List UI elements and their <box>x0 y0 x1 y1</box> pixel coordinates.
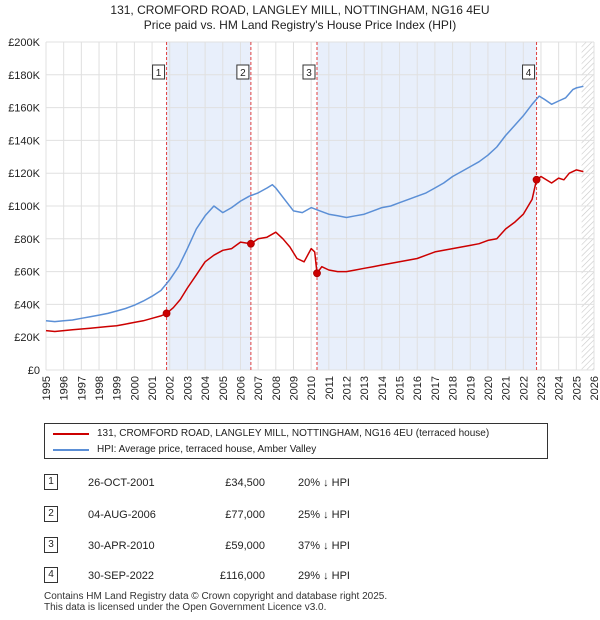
x-tick-label: 1999 <box>112 376 124 400</box>
x-tick-label: 1998 <box>94 376 106 400</box>
row-date: 26-OCT-2001 <box>88 477 155 489</box>
x-tick-label: 2006 <box>235 376 247 400</box>
footer-copyright: Contains HM Land Registry data © Crown c… <box>44 591 388 602</box>
y-tick-label: £120K <box>8 168 40 180</box>
y-tick-label: £160K <box>8 103 40 115</box>
sale-marker-box <box>522 64 536 80</box>
y-tick-label: £140K <box>8 135 40 147</box>
x-tick-label: 2026 <box>589 376 600 400</box>
row-number-badge: 3 <box>44 537 58 553</box>
x-tick-label: 2011 <box>324 376 336 400</box>
x-tick-label: 2007 <box>253 376 265 400</box>
x-tick-label: 2013 <box>359 376 371 400</box>
row-number-badge: 1 <box>44 474 58 490</box>
x-tick-label: 2001 <box>147 376 159 400</box>
table-row: 4 30-SEP-2022 £116,000 29% ↓ HPI <box>0 567 600 583</box>
y-tick-label: £80K <box>14 234 40 246</box>
x-tick-label: 2014 <box>377 376 389 400</box>
sale-point <box>246 239 255 248</box>
legend-label-property: 131, CROMFORD ROAD, LANGLEY MILL, NOTTIN… <box>97 428 490 439</box>
x-tick-label: 2021 <box>501 376 513 400</box>
y-tick-label: £200K <box>8 37 40 49</box>
table-row: 3 30-APR-2010 £59,000 37% ↓ HPI <box>0 537 600 553</box>
x-tick-label: 1996 <box>59 376 71 400</box>
x-tick-label: 2004 <box>200 376 212 400</box>
row-hpi: 25% ↓ HPI <box>298 509 350 521</box>
legend-swatch-property <box>53 433 89 435</box>
row-date: 30-APR-2010 <box>88 540 155 552</box>
x-tick-label: 1995 <box>41 376 53 400</box>
row-price: £116,000 <box>219 570 265 582</box>
x-tick-label: 2008 <box>271 376 283 400</box>
row-date: 30-SEP-2022 <box>88 570 155 582</box>
y-tick-label: £40K <box>14 299 40 311</box>
x-tick-label: 2022 <box>518 376 530 400</box>
x-tick-label: 2010 <box>306 376 318 400</box>
table-row: 2 04-AUG-2006 £77,000 25% ↓ HPI <box>0 506 600 522</box>
row-hpi: 29% ↓ HPI <box>298 570 350 582</box>
legend-item-hpi: HPI: Average price, terraced house, Ambe… <box>53 443 316 457</box>
x-tick-label: 2003 <box>182 376 194 400</box>
sale-marker-label: 1 <box>156 68 162 79</box>
y-tick-label: £180K <box>8 70 40 82</box>
sale-point <box>162 309 171 318</box>
y-tick-label: £100K <box>8 201 40 213</box>
row-price: £34,500 <box>225 477 265 489</box>
x-tick-label: 2025 <box>571 376 583 400</box>
row-price: £77,000 <box>225 509 265 521</box>
sale-marker-box <box>302 64 316 80</box>
legend: 131, CROMFORD ROAD, LANGLEY MILL, NOTTIN… <box>44 423 548 459</box>
hpi-line <box>45 85 584 323</box>
chart-title: 131, CROMFORD ROAD, LANGLEY MILL, NOTTIN… <box>110 3 490 17</box>
y-tick-label: £60K <box>14 267 40 279</box>
price-chart: 1 2 3 4 £0 £20K £40K £60K £80K £100K £120K £140K £1… <box>8 37 600 400</box>
row-number-badge: 4 <box>44 567 58 583</box>
x-tick-label: 2024 <box>554 376 566 400</box>
x-tick-label: 2020 <box>483 376 495 400</box>
sale-marker-box <box>152 64 166 80</box>
x-tick-label: 2009 <box>288 376 300 400</box>
x-tick-label: 1997 <box>76 376 88 400</box>
footer-licence: This data is licensed under the Open Gov… <box>44 602 327 613</box>
x-tick-label: 2018 <box>448 376 460 400</box>
y-tick-label: £20K <box>14 332 40 344</box>
legend-swatch-hpi <box>53 449 89 451</box>
sale-point <box>313 269 321 278</box>
row-hpi: 20% ↓ HPI <box>298 477 350 489</box>
row-hpi: 37% ↓ HPI <box>298 540 350 552</box>
x-tick-label: 2017 <box>430 376 442 400</box>
x-tick-label: 2016 <box>412 376 424 400</box>
x-tick-label: 2002 <box>165 376 177 400</box>
x-tick-label: 2005 <box>218 376 230 400</box>
legend-label-hpi: HPI: Average price, terraced house, Ambe… <box>97 444 317 455</box>
row-date: 04-AUG-2006 <box>88 509 156 521</box>
sale-marker-label: 2 <box>240 68 246 79</box>
x-tick-label: 2000 <box>129 376 141 400</box>
x-tick-label: 2019 <box>465 376 477 400</box>
row-price: £59,000 <box>225 540 265 552</box>
legend-item-property: 131, CROMFORD ROAD, LANGLEY MILL, NOTTIN… <box>53 427 489 441</box>
sale-marker-box <box>236 64 250 80</box>
y-tick-label: £0 <box>28 365 40 377</box>
sale-marker-label: 3 <box>306 68 312 79</box>
x-tick-label: 2015 <box>395 376 407 400</box>
table-row: 1 26-OCT-2001 £34,500 20% ↓ HPI <box>0 474 600 490</box>
chart-subtitle: Price paid vs. HM Land Registry's House … <box>143 18 457 32</box>
x-tick-label: 2012 <box>342 376 354 400</box>
sale-point <box>532 175 541 184</box>
row-number-badge: 2 <box>44 506 58 522</box>
sale-marker-label: 4 <box>526 68 532 79</box>
x-tick-label: 2023 <box>536 376 548 400</box>
